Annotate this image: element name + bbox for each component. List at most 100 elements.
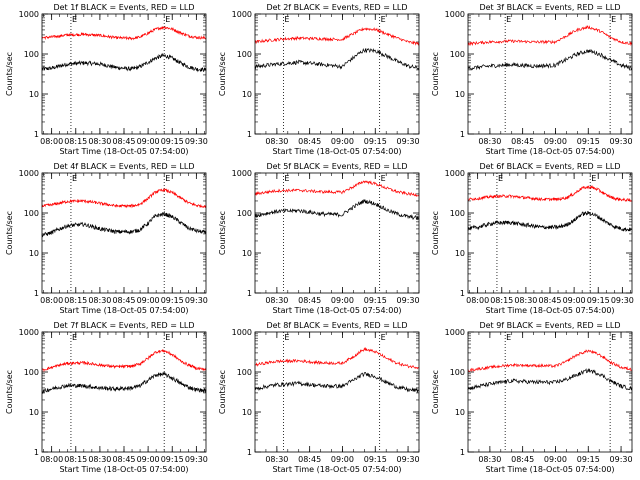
plot-frame	[254, 331, 420, 453]
x-tick-label: 09:00	[137, 137, 160, 146]
x-tick-label: 08:30	[478, 455, 501, 464]
y-tick-label: 1000	[19, 169, 39, 178]
event-marker-label: E	[498, 174, 503, 183]
event-marker-label: E	[611, 333, 616, 342]
event-marker-label: E	[284, 174, 289, 183]
x-tick-label: 09:30	[397, 137, 420, 146]
y-tick-label: 1	[34, 289, 39, 298]
plot-frame	[254, 172, 420, 294]
y-tick-label: 1000	[19, 10, 39, 19]
panel-5: Det 5f BLACK = Events, RED = LLD Counts/s…	[218, 162, 420, 315]
y-tick-label: 100	[450, 368, 465, 377]
x-tick-label: 09:15	[364, 137, 387, 146]
x-axis-label: Start Time (18-Oct-05 07:54:00)	[485, 465, 614, 474]
x-tick-label: 09:00	[563, 296, 586, 305]
panel-title: Det 9f BLACK = Events, RED = LLD	[479, 321, 620, 330]
x-tick-label: 09:15	[587, 296, 610, 305]
plot-frame	[41, 13, 207, 135]
y-tick-label: 10	[455, 90, 465, 99]
x-tick-label: 08:30	[265, 455, 288, 464]
y-tick-label: 1	[34, 448, 39, 457]
y-tick-label: 1000	[445, 328, 465, 337]
y-axis-label: Counts/sec	[431, 211, 440, 255]
series-line-lld	[41, 349, 207, 373]
y-tick-label: 10	[242, 90, 252, 99]
x-tick-label: 09:30	[610, 137, 633, 146]
x-tick-label: 08:45	[112, 137, 135, 146]
y-axis-label: Counts/sec	[5, 211, 14, 255]
event-marker-label: E	[381, 15, 386, 24]
event-marker-label: E	[72, 333, 77, 342]
x-tick-label: 09:30	[185, 137, 208, 146]
x-tick-label: 09:00	[331, 137, 354, 146]
x-tick-label: 08:45	[298, 137, 321, 146]
event-marker-label: E	[72, 174, 77, 183]
x-tick-label: 08:30	[514, 296, 537, 305]
event-marker-label: E	[381, 333, 386, 342]
x-tick-label: 08:45	[538, 296, 561, 305]
y-tick-label: 1	[460, 289, 465, 298]
series-line-lld	[41, 25, 207, 41]
x-tick-label: 08:30	[88, 455, 111, 464]
event-marker-label: E	[506, 333, 511, 342]
x-tick-label: 09:30	[611, 296, 634, 305]
event-marker-label: E	[165, 15, 170, 24]
x-tick-label: 08:45	[112, 455, 135, 464]
y-tick-label: 1	[34, 130, 39, 139]
x-tick-label: 08:30	[88, 296, 111, 305]
x-tick-label: 09:00	[137, 455, 160, 464]
panel-title: Det 6f BLACK = Events, RED = LLD	[479, 162, 620, 171]
x-tick-label: 09:00	[331, 455, 354, 464]
y-tick-label: 1000	[445, 169, 465, 178]
x-tick-label: 08:00	[40, 137, 63, 146]
x-tick-label: 08:00	[40, 296, 63, 305]
x-tick-label: 09:00	[544, 137, 567, 146]
x-tick-label: 09:15	[577, 137, 600, 146]
y-tick-label: 1000	[232, 328, 252, 337]
x-tick-label: 09:30	[610, 455, 633, 464]
x-tick-label: 09:15	[364, 296, 387, 305]
series-line-events	[467, 210, 633, 233]
x-tick-label: 08:45	[511, 137, 534, 146]
x-tick-label: 09:00	[137, 296, 160, 305]
series-line-lld	[41, 188, 207, 209]
plot-frame	[467, 13, 633, 135]
x-tick-label: 08:45	[298, 296, 321, 305]
event-marker-label: E	[284, 333, 289, 342]
x-tick-label: 08:15	[490, 296, 513, 305]
x-tick-label: 09:15	[364, 455, 387, 464]
panel-4: Det 4f BLACK = Events, RED = LLD Counts/s…	[5, 162, 208, 315]
x-tick-label: 09:00	[331, 296, 354, 305]
event-marker-label: E	[284, 15, 289, 24]
y-tick-label: 1000	[445, 10, 465, 19]
event-marker-label: E	[165, 174, 170, 183]
x-tick-label: 09:15	[161, 296, 184, 305]
series-line-lld	[254, 346, 420, 370]
series-line-events	[467, 368, 633, 391]
y-tick-label: 10	[29, 249, 39, 258]
series-line-events	[254, 199, 420, 221]
x-tick-label: 08:45	[112, 296, 135, 305]
panel-1: Det 1f BLACK = Events, RED = LLD Counts/s…	[5, 3, 208, 156]
event-marker-label: E	[381, 174, 386, 183]
y-axis-label: Counts/sec	[218, 211, 227, 255]
y-axis-label: Counts/sec	[5, 370, 14, 414]
series-line-lld	[254, 26, 420, 46]
series-line-lld	[467, 25, 633, 47]
y-tick-label: 100	[450, 50, 465, 59]
y-tick-label: 10	[242, 249, 252, 258]
y-tick-label: 100	[237, 209, 252, 218]
x-tick-label: 08:45	[511, 455, 534, 464]
panel-title: Det 7f BLACK = Events, RED = LLD	[53, 321, 194, 330]
x-tick-label: 08:15	[64, 455, 87, 464]
panel-3: Det 3f BLACK = Events, RED = LLD Counts/s…	[431, 3, 633, 156]
x-tick-label: 09:00	[544, 455, 567, 464]
event-marker-label: E	[72, 15, 77, 24]
y-tick-label: 100	[237, 368, 252, 377]
x-tick-label: 09:30	[397, 296, 420, 305]
y-tick-label: 10	[29, 90, 39, 99]
plot-frame	[41, 331, 207, 453]
y-tick-label: 1	[247, 448, 252, 457]
x-axis-label: Start Time (18-Oct-05 07:54:00)	[272, 306, 401, 315]
